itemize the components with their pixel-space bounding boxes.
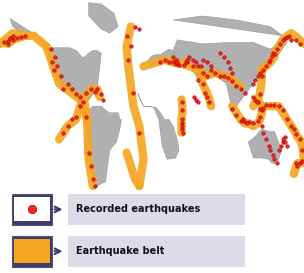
- FancyBboxPatch shape: [12, 236, 52, 266]
- Polygon shape: [248, 129, 282, 163]
- Text: Earthquake belt: Earthquake belt: [76, 246, 164, 256]
- Polygon shape: [85, 100, 122, 186]
- FancyBboxPatch shape: [14, 239, 50, 263]
- FancyBboxPatch shape: [12, 194, 52, 225]
- Polygon shape: [10, 19, 101, 102]
- Polygon shape: [0, 192, 304, 206]
- FancyBboxPatch shape: [14, 197, 50, 221]
- Polygon shape: [143, 49, 181, 66]
- FancyBboxPatch shape: [68, 236, 245, 266]
- Polygon shape: [89, 3, 118, 33]
- Text: Recorded earthquakes: Recorded earthquakes: [76, 204, 200, 214]
- Polygon shape: [173, 16, 287, 110]
- Polygon shape: [138, 93, 179, 159]
- FancyBboxPatch shape: [68, 194, 245, 225]
